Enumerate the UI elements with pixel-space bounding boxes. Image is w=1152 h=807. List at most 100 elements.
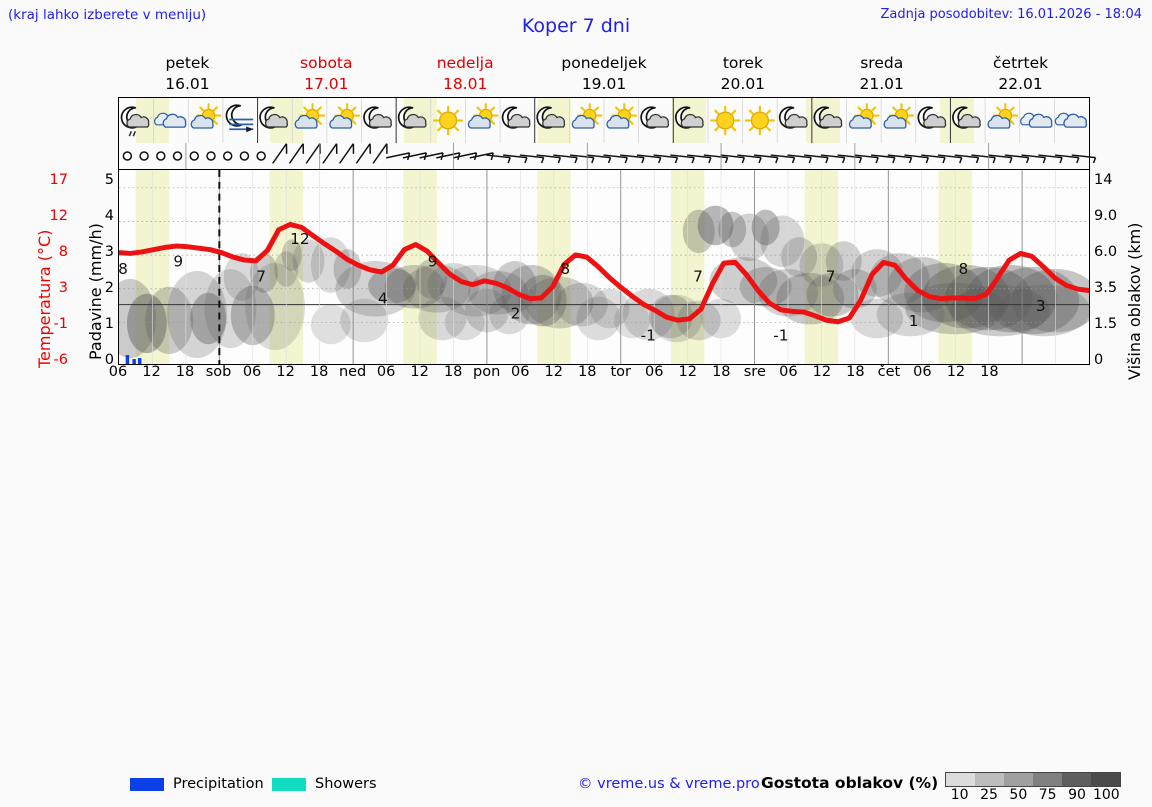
- wind-barb: [190, 152, 198, 160]
- wind-barb: [854, 155, 878, 163]
- temperature-tick: 12: [28, 208, 68, 224]
- wind-barb: [140, 152, 148, 160]
- weather-icon-moon-cloud: [641, 107, 668, 128]
- temperature-value-label: 7: [826, 267, 836, 285]
- weather-icon-sun-cloud: [191, 104, 220, 128]
- wind-barb: [207, 152, 215, 160]
- wind-barb: [1038, 155, 1062, 163]
- legend-row: Precipitation Showers © vreme.us & vreme…: [0, 386, 1152, 426]
- cloud-cover-scale-step: [946, 773, 975, 786]
- showers-label: Showers: [315, 776, 377, 792]
- cloud-cover-color-scale: [945, 772, 1121, 787]
- temperature-value-label: 8: [560, 260, 570, 278]
- day-name: petek: [118, 53, 257, 74]
- day-name: nedelja: [396, 53, 535, 74]
- credit-link[interactable]: © vreme.us & vreme.pro: [578, 776, 760, 792]
- wind-barb: [620, 155, 644, 163]
- wind-barb: [737, 155, 761, 163]
- wind-barb: [1072, 155, 1096, 163]
- wind-barb: [356, 144, 370, 164]
- cloud-cover-legend-title: Gostota oblakov (%): [761, 774, 938, 792]
- temperature-tick: 17: [28, 172, 68, 188]
- wind-barb: [704, 155, 728, 163]
- temperature-value-label: 3: [1036, 297, 1046, 315]
- legend-showers: Showers: [272, 776, 377, 792]
- showers-swatch: [272, 778, 306, 791]
- wind-barb: [520, 155, 544, 163]
- cloud-height-tick: 9.0: [1094, 208, 1128, 224]
- temperature-value-label: 7: [693, 267, 703, 285]
- temperature-value-label: 9: [428, 253, 438, 271]
- cloud-height-tick: 1.5: [1094, 316, 1128, 332]
- weather-icon-moon-cloud: [364, 107, 391, 128]
- day-date: 16.01: [118, 74, 257, 95]
- wind-barb: [503, 155, 527, 163]
- wind-barb: [720, 155, 744, 163]
- wind-barb: [670, 155, 694, 163]
- temperature-value-label: 2: [511, 304, 521, 322]
- wind-barb: [771, 155, 795, 163]
- weather-icon-sun-cloud: [884, 104, 913, 128]
- weather-icon-cloudy: [155, 113, 186, 127]
- wind-barb: [988, 155, 1012, 163]
- wind-barb: [687, 155, 711, 163]
- day-date: 19.01: [535, 74, 674, 95]
- wind-barb: [386, 153, 409, 160]
- day-name: sobota: [257, 53, 396, 74]
- temperature-value-label: 1: [909, 312, 919, 330]
- temperature-tick: -6: [28, 352, 68, 368]
- wind-barb: [157, 152, 165, 160]
- cloud-cover-scale-step: [975, 773, 1004, 786]
- wind-barb: [654, 155, 678, 163]
- day-name: torek: [673, 53, 812, 74]
- wind-barb: [240, 152, 248, 160]
- day-name: sreda: [812, 53, 951, 74]
- precipitation-swatch: [130, 778, 164, 791]
- precipitation-tick: 4: [86, 208, 114, 224]
- cloud-height-tick: 0: [1094, 352, 1128, 368]
- day-name: četrtek: [951, 53, 1090, 74]
- cloud-cover-scale-step: [1033, 773, 1062, 786]
- wind-barb: [570, 155, 594, 163]
- wind-barb: [754, 155, 778, 163]
- wind-barb-row: [118, 143, 1090, 169]
- weather-icon-sun-cloud: [295, 104, 324, 128]
- wind-barb: [257, 152, 265, 160]
- weather-icon-moon-cloud: [503, 107, 530, 128]
- weather-icon-moon-cloud: [537, 107, 564, 128]
- wind-barb: [938, 155, 962, 163]
- wind-barb: [273, 144, 287, 164]
- weather-icon-sun: [434, 107, 462, 134]
- temperature-tick: 8: [28, 244, 68, 260]
- weather-icon-fog-night: [226, 105, 253, 132]
- weather-icon-sun: [746, 107, 774, 134]
- weather-icon-moon-cloud: [780, 107, 807, 128]
- temperature-value-label: 9: [173, 253, 183, 271]
- x-tick-label: 18: [969, 364, 1009, 380]
- wind-barb: [1005, 155, 1029, 163]
- wind-barb: [821, 155, 845, 163]
- weather-icons: [119, 98, 1089, 143]
- temperature-value-label: -1: [641, 327, 656, 345]
- temperature-value-label: 7: [256, 267, 266, 285]
- wind-barb: [537, 155, 561, 163]
- weather-icon-moon-cloud: [814, 107, 841, 128]
- weather-icon-moon-cloud: [260, 107, 287, 128]
- temperature-value-label: 12: [290, 230, 310, 248]
- cloud-cover-scale-step: [1004, 773, 1033, 786]
- wind-barbs: [119, 143, 1089, 169]
- precipitation-tick: 1: [86, 316, 114, 332]
- day-date: 18.01: [396, 74, 535, 95]
- legend-precipitation: Precipitation: [130, 776, 264, 792]
